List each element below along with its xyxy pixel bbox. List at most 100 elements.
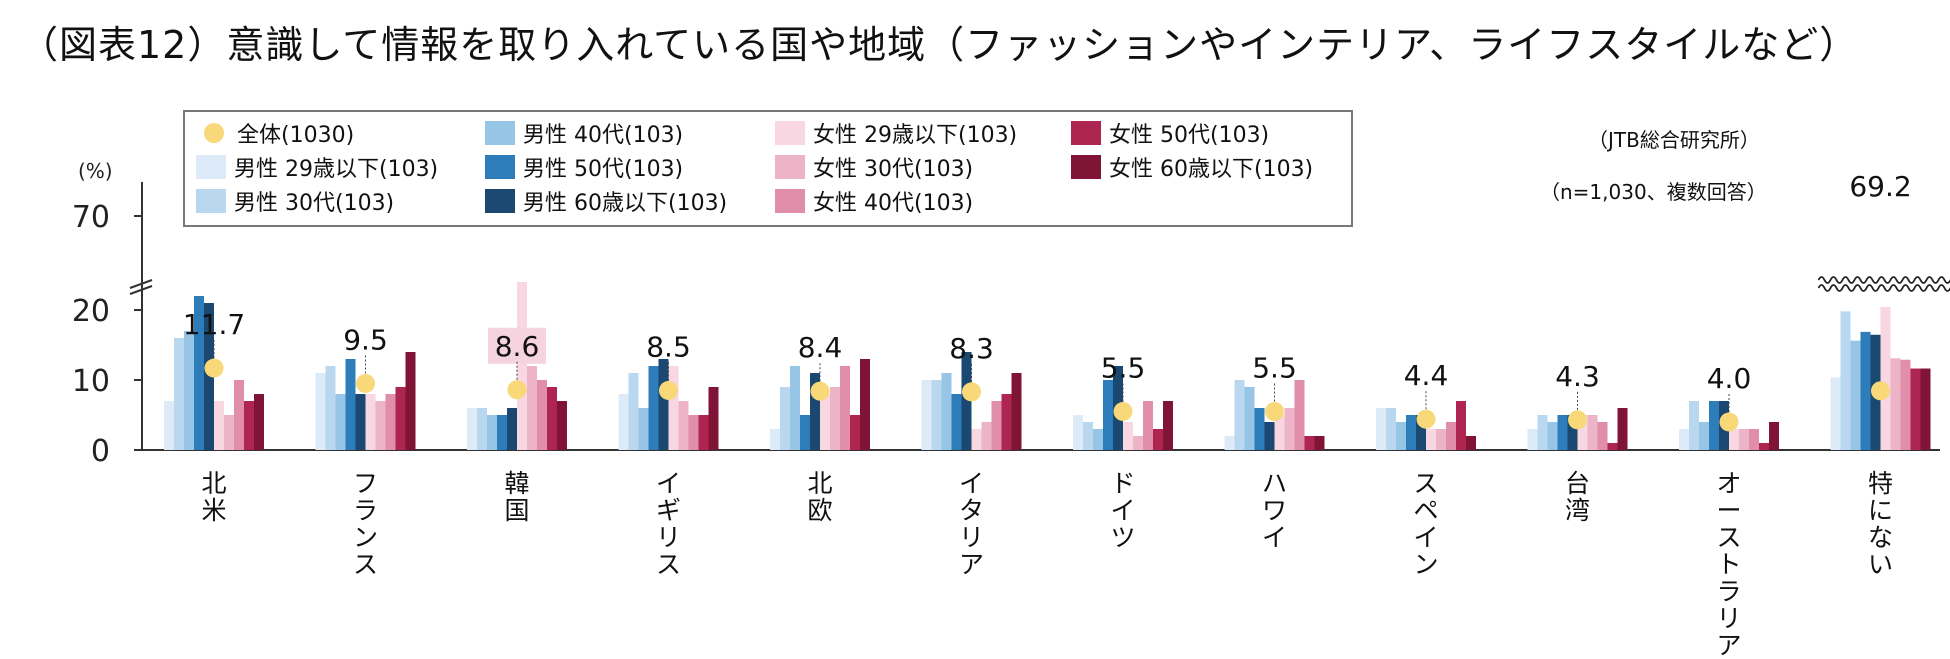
source-note: （JTB総合研究所） xyxy=(1588,128,1760,152)
category-label: ス xyxy=(353,550,378,579)
bar xyxy=(840,366,850,450)
bar xyxy=(335,394,346,450)
category-label: に xyxy=(1868,496,1893,525)
category-label: な xyxy=(1868,523,1893,552)
bar xyxy=(1830,377,1841,450)
legend-item: 女性 40代(103) xyxy=(775,185,973,217)
bar xyxy=(931,380,942,450)
bar xyxy=(1900,359,1911,450)
legend-label: 女性 50代(103) xyxy=(1109,123,1270,148)
category-label: ド xyxy=(1110,469,1135,498)
bar xyxy=(820,394,830,450)
bar xyxy=(517,282,527,450)
bar xyxy=(244,401,254,450)
bar xyxy=(395,387,406,450)
category-label: イ xyxy=(1110,496,1135,525)
total-dot xyxy=(1265,402,1284,421)
bar xyxy=(1699,422,1709,450)
y-tick-label: 0 xyxy=(91,434,110,469)
bar xyxy=(921,380,932,450)
legend-label: 女性 40代(103) xyxy=(813,191,974,216)
y-tick-label: 70 xyxy=(72,200,110,235)
total-dot xyxy=(356,374,375,393)
legend-label: 全体(1030) xyxy=(237,123,355,148)
total-value-label: 4.0 xyxy=(1707,362,1752,395)
bar xyxy=(224,415,234,450)
total-value-label: 4.3 xyxy=(1555,360,1600,393)
total-value-label: 69.2 xyxy=(1849,170,1911,203)
category-label: タ xyxy=(959,496,984,525)
bar xyxy=(1910,368,1921,450)
total-value-label: 4.4 xyxy=(1404,359,1449,392)
total-dot xyxy=(1416,409,1436,429)
bar xyxy=(1406,415,1416,450)
category-label: 北 xyxy=(807,469,832,498)
legend-label: 男性 30代(103) xyxy=(234,191,395,216)
bar xyxy=(1001,394,1012,450)
bar xyxy=(708,387,719,450)
bar xyxy=(1143,401,1153,450)
legend-swatch xyxy=(196,189,226,213)
legend-swatch xyxy=(485,189,515,213)
bar xyxy=(698,415,709,450)
total-dot xyxy=(1113,402,1133,421)
category-label: リ xyxy=(1716,604,1741,633)
bar xyxy=(780,387,790,450)
bar xyxy=(254,394,264,450)
bar xyxy=(1234,380,1245,450)
bar xyxy=(648,366,659,450)
category-label: 韓 xyxy=(504,469,529,498)
bar xyxy=(527,366,537,450)
bar xyxy=(497,415,507,450)
bar xyxy=(1890,358,1901,450)
bar xyxy=(1749,429,1759,450)
category-label: ワ xyxy=(1262,496,1287,525)
bar xyxy=(1587,415,1598,450)
bar xyxy=(557,401,567,450)
bar xyxy=(790,366,800,450)
total-value-label: 8.4 xyxy=(798,331,843,364)
legend-item: 女性 50代(103) xyxy=(1071,117,1269,149)
category-label: ラ xyxy=(353,496,378,525)
category-label: イ xyxy=(1413,523,1438,552)
bar xyxy=(234,380,244,450)
bar xyxy=(1376,408,1386,450)
axis-break-mark xyxy=(129,279,153,289)
bar xyxy=(658,359,669,450)
total-dot xyxy=(1719,412,1739,432)
bar xyxy=(1679,429,1689,450)
bar xyxy=(1840,311,1851,450)
bar xyxy=(1446,422,1456,450)
bar xyxy=(1880,306,1891,450)
bar xyxy=(1083,422,1093,450)
legend-swatch xyxy=(1071,121,1101,145)
legend-label: 女性 29歳以下(103) xyxy=(813,123,1018,148)
bar xyxy=(668,366,679,450)
bar xyxy=(1689,401,1699,450)
category-label: イ xyxy=(1262,523,1287,552)
legend-swatch xyxy=(196,155,226,179)
bar xyxy=(487,415,497,450)
legend-swatch xyxy=(485,121,515,145)
bar xyxy=(1547,422,1558,450)
bar xyxy=(638,408,649,450)
bar xyxy=(1557,415,1568,450)
bar xyxy=(1537,415,1548,450)
category-label: 欧 xyxy=(807,496,832,525)
legend-label: 男性 40代(103) xyxy=(523,123,684,148)
bar xyxy=(1103,380,1113,450)
axis-break-mark xyxy=(129,285,153,295)
bar xyxy=(537,380,547,450)
bar xyxy=(204,303,214,450)
total-dot xyxy=(204,358,224,378)
bar xyxy=(770,429,780,450)
category-label: ス xyxy=(1413,469,1438,498)
bar xyxy=(1093,429,1103,450)
bar-break-line xyxy=(1817,284,1950,292)
category-label: オ xyxy=(1716,469,1741,498)
category-label: 国 xyxy=(504,496,529,525)
bar xyxy=(1597,422,1608,450)
bar xyxy=(365,394,376,450)
bar xyxy=(1850,340,1861,450)
bar xyxy=(345,359,356,450)
